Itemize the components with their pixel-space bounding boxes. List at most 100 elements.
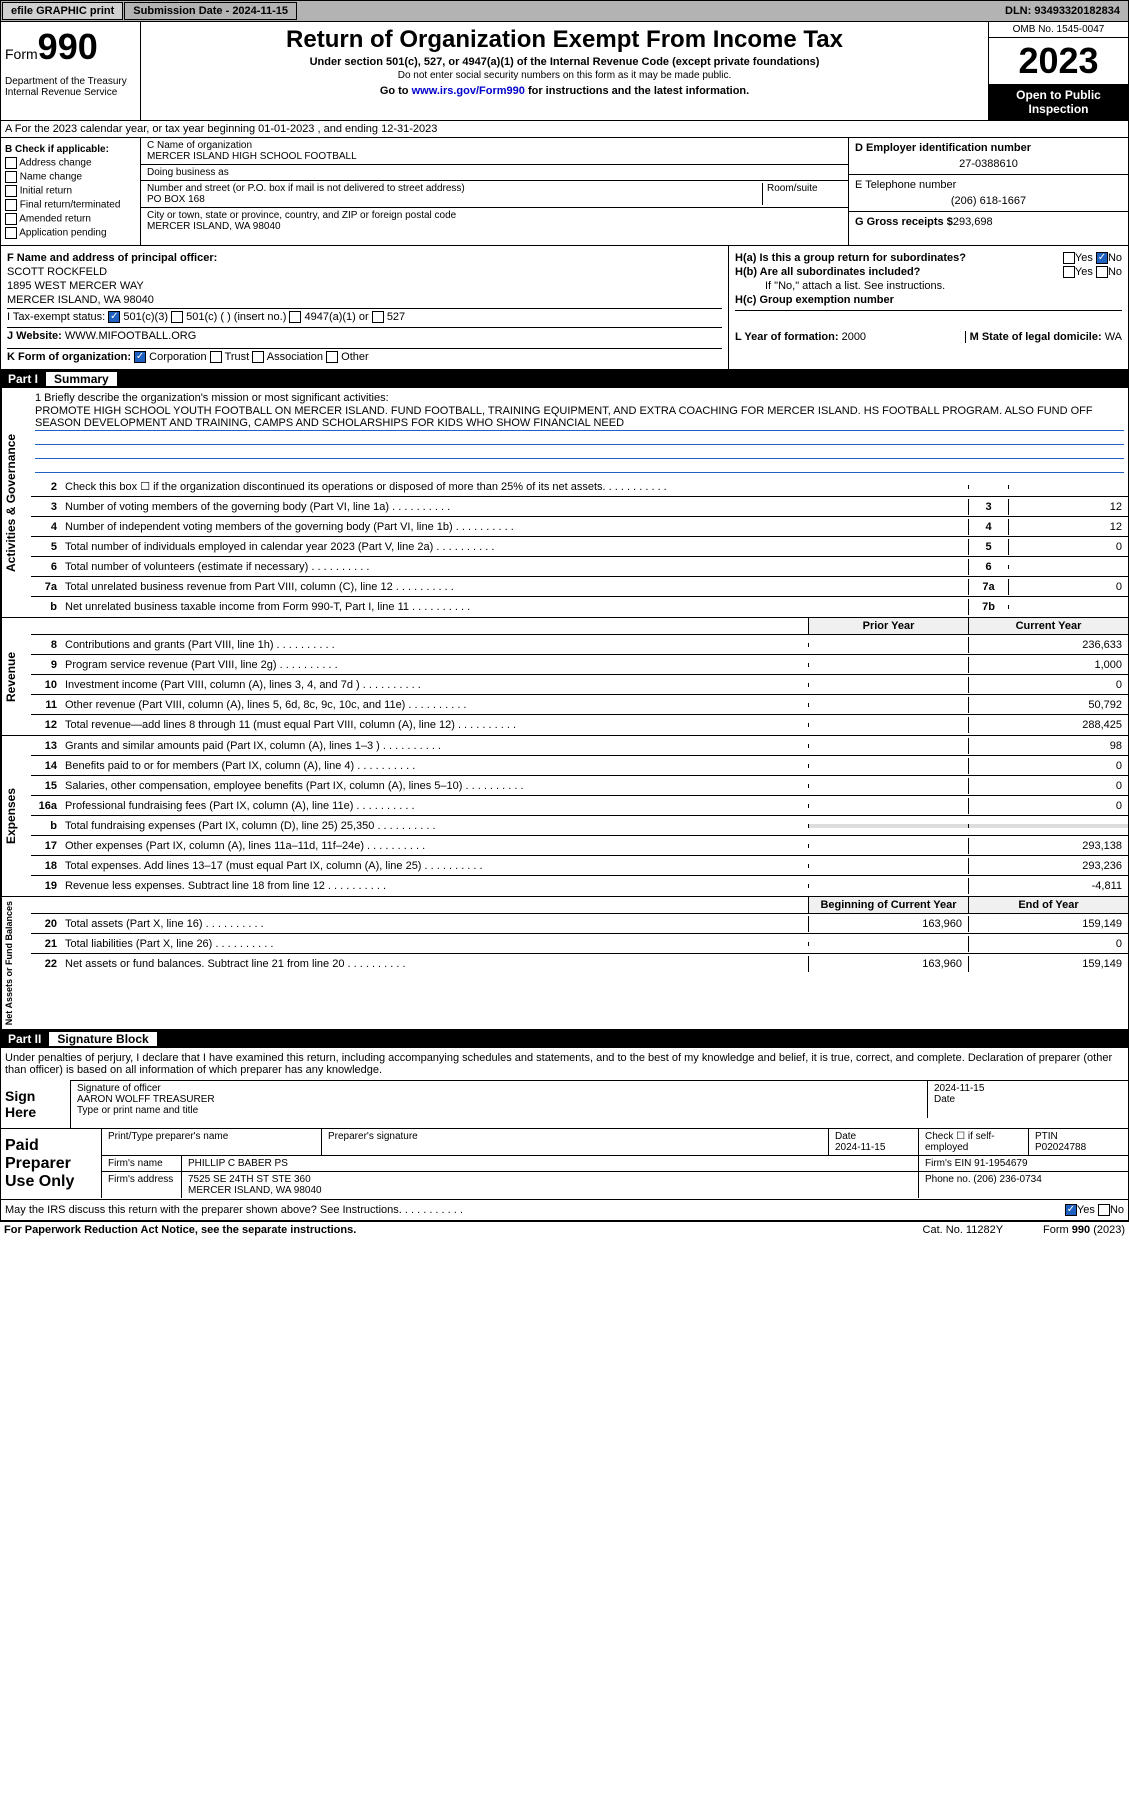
4947-check[interactable]: [289, 311, 301, 323]
initial-check[interactable]: [5, 185, 17, 197]
net-section: Net Assets or Fund Balances Beginning of…: [0, 897, 1129, 1030]
ein: 27-0388610: [855, 158, 1122, 170]
m-val: WA: [1105, 331, 1122, 343]
discuss-row: May the IRS discuss this return with the…: [0, 1200, 1129, 1221]
ein-lbl: D Employer identification number: [855, 142, 1122, 154]
data-row: 14Benefits paid to or for members (Part …: [31, 756, 1128, 776]
firm-lbl: Firm's name: [101, 1156, 181, 1171]
dept-label: Department of the Treasury Internal Reve…: [5, 76, 136, 98]
row-text: Revenue less expenses. Subtract line 18 …: [61, 878, 808, 894]
row-num: 12: [31, 717, 61, 733]
submission-date: Submission Date - 2024-11-15: [124, 2, 297, 20]
exp-section: Expenses 13Grants and similar amounts pa…: [0, 736, 1129, 897]
no-lbl2: No: [1108, 266, 1122, 278]
tel-lbl: E Telephone number: [855, 179, 1122, 191]
efile-button[interactable]: efile GRAPHIC print: [2, 2, 123, 20]
row-num: 18: [31, 858, 61, 874]
data-row: 16aProfessional fundraising fees (Part I…: [31, 796, 1128, 816]
net-label: Net Assets or Fund Balances: [1, 897, 31, 1029]
row-text: Number of independent voting members of …: [61, 519, 968, 535]
topbar: efile GRAPHIC print Submission Date - 20…: [0, 0, 1129, 22]
row-cur: 0: [968, 758, 1128, 774]
corp-lbl: Corporation: [149, 351, 206, 363]
exp-label: Expenses: [1, 736, 31, 896]
501c-check[interactable]: [171, 311, 183, 323]
f-addr1: 1895 WEST MERCER WAY: [7, 280, 722, 292]
ha-yes[interactable]: [1063, 252, 1075, 264]
corp-check[interactable]: ✓: [134, 351, 146, 363]
k-lbl: K Form of organization:: [7, 351, 131, 363]
row-text: Total number of individuals employed in …: [61, 539, 968, 555]
row-box: 4: [968, 519, 1008, 535]
final-check[interactable]: [5, 199, 17, 211]
f-lbl: F Name and address of principal officer:: [7, 252, 217, 264]
section-fhijk: F Name and address of principal officer:…: [0, 246, 1129, 370]
prep-section: Paid Preparer Use Only Print/Type prepar…: [0, 1129, 1129, 1200]
addr: PO BOX 168: [147, 194, 762, 205]
hb-no[interactable]: [1096, 266, 1108, 278]
discuss-yes[interactable]: ✓: [1065, 1204, 1077, 1216]
part1-header: Part I Summary: [0, 370, 1129, 388]
row-val: [1008, 485, 1128, 489]
data-row: 18Total expenses. Add lines 13–17 (must …: [31, 856, 1128, 876]
row-box: 7b: [968, 599, 1008, 615]
row-cur: -4,811: [968, 878, 1128, 894]
m-lbl: M State of legal domicile:: [970, 331, 1102, 343]
gov-section: Activities & Governance 1 Briefly descri…: [0, 388, 1129, 618]
hb-note: If "No," attach a list. See instructions…: [735, 280, 1122, 292]
ha-no[interactable]: ✓: [1096, 252, 1108, 264]
irs-link[interactable]: www.irs.gov/Form990: [412, 85, 525, 97]
subtitle-2: Do not enter social security numbers on …: [145, 70, 984, 81]
firm-ein: 91-1954679: [974, 1158, 1027, 1169]
row-a: A For the 2023 calendar year, or tax yea…: [0, 121, 1129, 138]
part2-num: Part II: [8, 1032, 41, 1046]
row-num: 15: [31, 778, 61, 794]
row-val: [1008, 605, 1128, 609]
f-name: SCOTT ROCKFELD: [7, 266, 722, 278]
firm-addr-lbl: Firm's address: [101, 1172, 181, 1198]
current-hdr: Current Year: [968, 618, 1128, 634]
prior-hdr: Prior Year: [808, 618, 968, 634]
row-prior: [808, 663, 968, 667]
501c-lbl: 501(c) ( ) (insert no.): [186, 311, 286, 323]
yes-lbl2: Yes: [1075, 266, 1093, 278]
row-text: Other expenses (Part IX, column (A), lin…: [61, 838, 808, 854]
sig-date-lbl: Date: [934, 1094, 1122, 1105]
row-box: [968, 485, 1008, 489]
501c3-check[interactable]: ✓: [108, 311, 120, 323]
527-check[interactable]: [372, 311, 384, 323]
hb-lbl: H(b) Are all subordinates included?: [735, 266, 920, 278]
net-prior-hdr: Beginning of Current Year: [808, 897, 968, 913]
initial-lbl: Initial return: [20, 186, 72, 197]
other-check[interactable]: [326, 351, 338, 363]
mission-blank2: [35, 445, 1124, 459]
addr-change-check[interactable]: [5, 157, 17, 169]
row-text: Total unrelated business revenue from Pa…: [61, 579, 968, 595]
amended-lbl: Amended return: [19, 214, 91, 225]
part1-num: Part I: [8, 372, 38, 386]
data-row: 8Contributions and grants (Part VIII, li…: [31, 635, 1128, 655]
row-text: Number of voting members of the governin…: [61, 499, 968, 515]
data-row: 17Other expenses (Part IX, column (A), l…: [31, 836, 1128, 856]
row-text: Other revenue (Part VIII, column (A), li…: [61, 697, 808, 713]
amended-check[interactable]: [5, 213, 17, 225]
form-number: 990: [38, 26, 98, 67]
j-val: WWW.MIFOOTBALL.ORG: [65, 330, 196, 342]
row-prior: [808, 784, 968, 788]
prep-date: 2024-11-15: [835, 1142, 912, 1153]
open-inspection: Open to Public Inspection: [989, 84, 1128, 120]
row-prior: [808, 723, 968, 727]
trust-check[interactable]: [210, 351, 222, 363]
name-change-check[interactable]: [5, 171, 17, 183]
hb-yes[interactable]: [1063, 266, 1075, 278]
row-prior: [808, 683, 968, 687]
assoc-check[interactable]: [252, 351, 264, 363]
row-prior: [808, 884, 968, 888]
discuss-no[interactable]: [1098, 1204, 1110, 1216]
row-text: Net assets or fund balances. Subtract li…: [61, 956, 808, 972]
pending-check[interactable]: [5, 227, 17, 239]
row-num: b: [31, 818, 61, 834]
yes-lbl: Yes: [1075, 252, 1093, 264]
gov-row: 3Number of voting members of the governi…: [31, 497, 1128, 517]
data-row: 20Total assets (Part X, line 16)163,9601…: [31, 914, 1128, 934]
